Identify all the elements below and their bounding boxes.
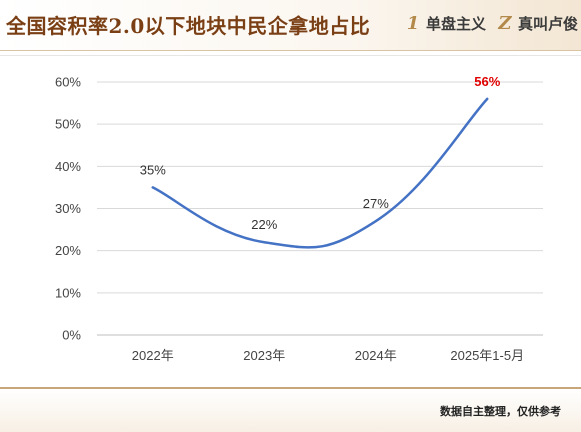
header-divider [0, 50, 581, 51]
chart-title: 全国容积率2.0以下地块中民企拿地占比 [6, 14, 371, 38]
y-tick-label: 10% [55, 285, 81, 300]
data-label: 35% [140, 162, 166, 177]
series-line [151, 97, 489, 249]
chart-area: 0% 10% 20% 30% 40% 50% 60% 2022年 2023年 2024年 2025年… [0, 55, 581, 382]
zhenjiao-logo-icon: Z [498, 13, 512, 34]
footer-band: 数据自主整理，仅供参考 [0, 389, 581, 432]
brand-danpanzhuyi: 1 单盘主义 [404, 13, 486, 34]
danpan-logo-icon: 1 [406, 13, 420, 34]
x-tick-label: 2025年1-5月 [450, 348, 524, 363]
y-tick-label: 50% [55, 117, 81, 132]
header-band: 全国容积率2.0以下地块中民企拿地占比 1 单盘主义 Z 真叫卢俊 [0, 0, 581, 50]
data-label: 27% [363, 196, 389, 211]
x-tick-label: 2022年 [132, 348, 174, 363]
data-label: 22% [251, 217, 277, 232]
y-tick-label: 20% [55, 243, 81, 258]
y-tick-label: 60% [55, 75, 81, 90]
data-label-highlight: 56% [474, 74, 500, 89]
brand-zhenjiao: Z 真叫卢俊 [496, 13, 578, 34]
brand-zhenjiao-label: 真叫卢俊 [518, 15, 579, 33]
y-tick-label: 30% [55, 201, 81, 216]
x-tick-label: 2023年 [243, 348, 285, 363]
x-tick-label: 2024年 [355, 348, 397, 363]
footer-divider [0, 387, 581, 389]
y-tick-label: 0% [62, 328, 81, 343]
y-tick-label: 40% [55, 159, 81, 174]
line-chart: 0% 10% 20% 30% 40% 50% 60% 2022年 2023年 2024年 2025年… [55, 74, 543, 363]
source-note: 数据自主整理，仅供参考 [440, 405, 561, 418]
brand-danpan-label: 单盘主义 [426, 15, 487, 33]
